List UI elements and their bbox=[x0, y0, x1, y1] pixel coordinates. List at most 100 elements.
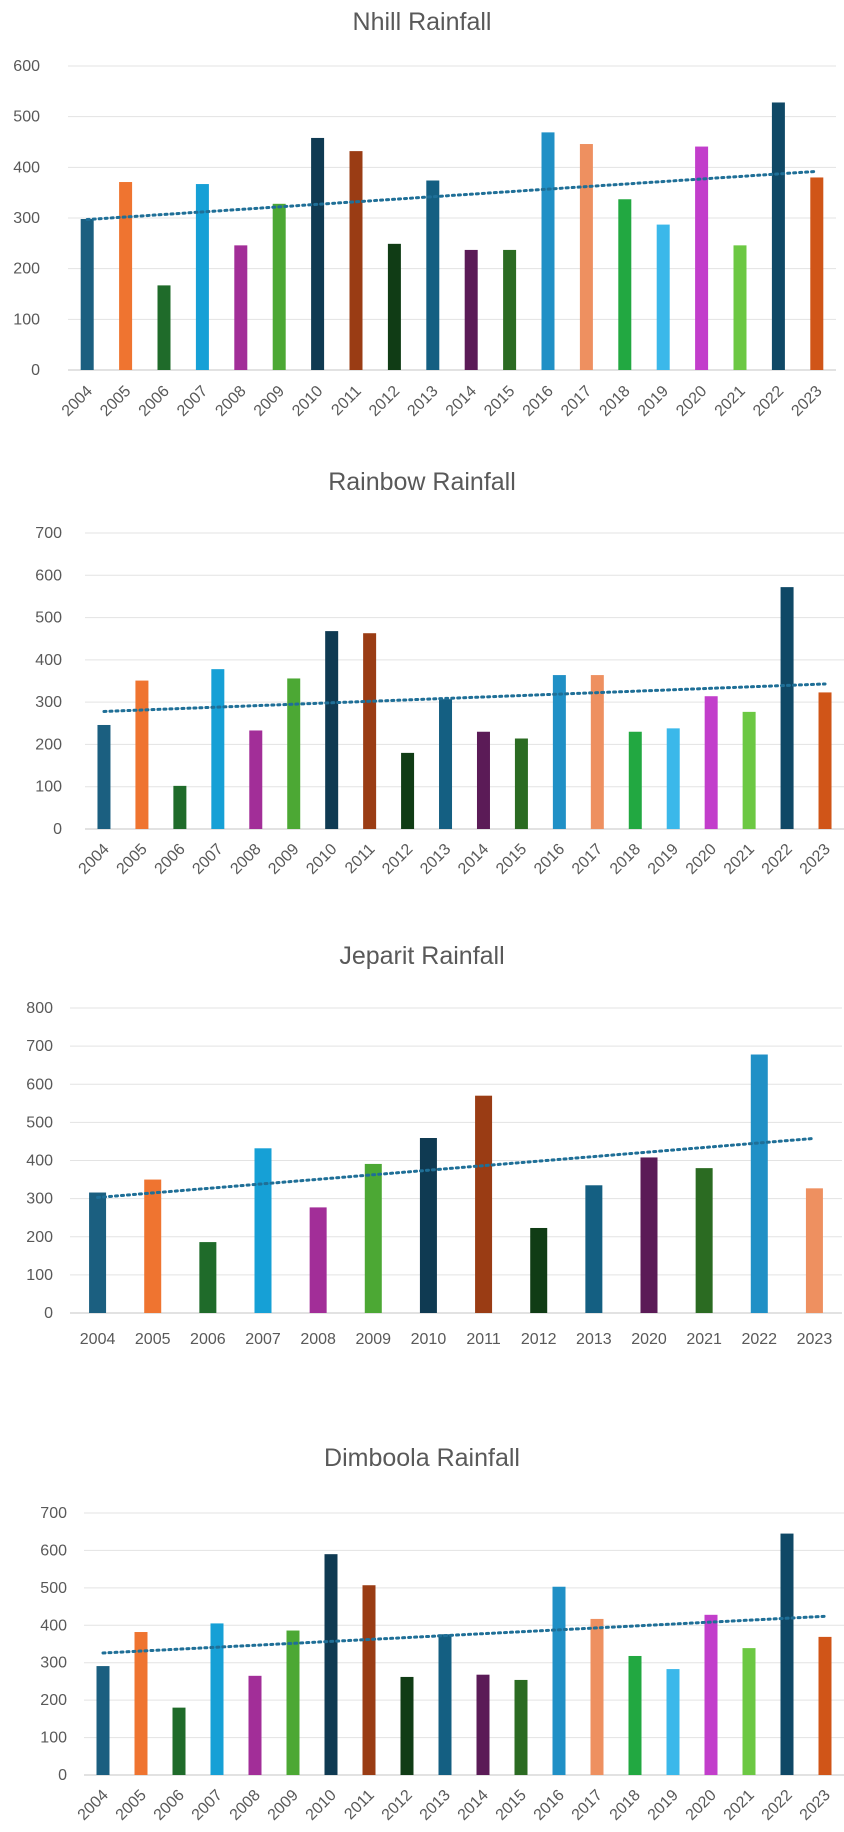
bar-2005 bbox=[119, 182, 133, 370]
x-tick-label: 2023 bbox=[797, 841, 834, 878]
bar-2021 bbox=[742, 711, 756, 829]
bar-2014 bbox=[476, 1674, 490, 1775]
y-tick-label: 100 bbox=[13, 311, 40, 328]
bar-2005 bbox=[135, 680, 149, 829]
y-tick-label: 0 bbox=[31, 362, 40, 379]
x-tick-label: 2017 bbox=[569, 1787, 606, 1824]
x-tick-label: 2014 bbox=[443, 383, 480, 420]
bar-2013 bbox=[585, 1185, 603, 1313]
bar-2017 bbox=[579, 144, 593, 370]
x-tick-label: 2020 bbox=[683, 1787, 720, 1824]
y-tick-label: 400 bbox=[13, 159, 40, 176]
x-tick-label: 2006 bbox=[190, 1331, 226, 1348]
bar-2020 bbox=[640, 1157, 658, 1313]
bar-2011 bbox=[363, 633, 377, 829]
bar-2016 bbox=[552, 1586, 566, 1775]
x-tick-label: 2008 bbox=[300, 1331, 336, 1348]
x-tick-label: 2015 bbox=[493, 841, 530, 878]
x-tick-label: 2008 bbox=[227, 841, 264, 878]
x-tick-label: 2013 bbox=[417, 841, 454, 878]
chart-dimboola: Dimboola Rainfall 0 100 200 300 400 500 600 700 2… bbox=[0, 1430, 844, 1827]
bar-2013 bbox=[426, 180, 440, 370]
x-tick-label: 2013 bbox=[404, 383, 441, 420]
x-tick-label: 2008 bbox=[212, 383, 249, 420]
x-tick-label: 2022 bbox=[759, 841, 796, 878]
y-tick-label: 200 bbox=[13, 261, 40, 278]
y-tick-label: 400 bbox=[35, 652, 62, 669]
bar-2009 bbox=[287, 678, 301, 829]
x-tick-label: 2004 bbox=[80, 1331, 116, 1348]
bar-2017 bbox=[590, 1618, 604, 1775]
x-tick-label: 2020 bbox=[673, 383, 710, 420]
x-tick-label: 2005 bbox=[97, 383, 134, 420]
bar-2011 bbox=[349, 151, 363, 370]
bar-2006 bbox=[172, 1707, 186, 1775]
bar-2015 bbox=[503, 249, 517, 370]
bar-2006 bbox=[199, 1242, 217, 1313]
bar-2011 bbox=[362, 1585, 376, 1775]
bar-2008 bbox=[234, 245, 248, 370]
x-tick-label: 2020 bbox=[631, 1331, 667, 1348]
y-tick-label: 300 bbox=[40, 1655, 67, 1672]
x-tick-label: 2017 bbox=[558, 383, 595, 420]
bar-2016 bbox=[552, 675, 566, 829]
trendline bbox=[102, 682, 827, 713]
bar-2006 bbox=[157, 285, 171, 370]
bar-2021 bbox=[695, 1168, 713, 1313]
bar-2004 bbox=[97, 724, 111, 829]
x-tick-label: 2016 bbox=[531, 841, 568, 878]
bar-2023 bbox=[818, 1636, 832, 1775]
x-tick-label: 2018 bbox=[596, 383, 633, 420]
x-tick-label: 2006 bbox=[136, 383, 173, 420]
y-tick-label: 100 bbox=[40, 1730, 67, 1747]
y-tick-label: 700 bbox=[26, 1038, 53, 1055]
x-tick-label: 2023 bbox=[797, 1787, 834, 1824]
y-tick-label: 0 bbox=[44, 1305, 53, 1322]
x-tick-label: 2013 bbox=[417, 1787, 454, 1824]
x-tick-label: 2007 bbox=[174, 383, 211, 420]
x-tick-label: 2004 bbox=[59, 383, 96, 420]
x-tick-label: 2022 bbox=[741, 1331, 777, 1348]
chart-svg: Dimboola Rainfall 0 100 200 300 400 500 600 700 2… bbox=[40, 1444, 844, 1824]
bar-2019 bbox=[666, 728, 680, 829]
bar-2013 bbox=[438, 1634, 452, 1775]
y-tick-label: 600 bbox=[13, 58, 40, 75]
chart-title: Nhill Rainfall bbox=[353, 8, 492, 36]
y-tick-label: 400 bbox=[40, 1617, 67, 1634]
x-tick-label: 2011 bbox=[342, 841, 378, 877]
y-tick-label: 700 bbox=[40, 1505, 67, 1522]
y-tick-label: 800 bbox=[26, 1000, 53, 1017]
bar-2018 bbox=[628, 1655, 642, 1775]
x-tick-label: 2016 bbox=[531, 1787, 568, 1824]
x-tick-label: 2012 bbox=[379, 841, 416, 878]
x-tick-label: 2009 bbox=[251, 383, 288, 420]
x-tick-label: 2023 bbox=[788, 383, 825, 420]
x-tick-label: 2005 bbox=[135, 1331, 171, 1348]
bar-2007 bbox=[195, 184, 209, 370]
x-tick-label: 2019 bbox=[645, 841, 682, 878]
x-tick-label: 2014 bbox=[455, 1787, 492, 1824]
x-tick-label: 2020 bbox=[683, 841, 720, 878]
bar-2009 bbox=[364, 1163, 382, 1313]
y-tick-label: 100 bbox=[35, 779, 62, 796]
x-tick-label: 2007 bbox=[189, 1787, 226, 1824]
trendline bbox=[96, 1136, 816, 1199]
x-tick-label: 2012 bbox=[366, 383, 403, 420]
bar-2021 bbox=[733, 245, 747, 370]
bar-2004 bbox=[96, 1666, 110, 1775]
bar-2023 bbox=[805, 1188, 823, 1313]
chart-title: Jeparit Rainfall bbox=[339, 942, 504, 970]
chart-title: Dimboola Rainfall bbox=[324, 1444, 520, 1472]
x-tick-label: 2021 bbox=[721, 841, 758, 878]
y-tick-label: 0 bbox=[53, 821, 62, 838]
x-tick-label: 2016 bbox=[520, 383, 557, 420]
bar-2005 bbox=[134, 1632, 148, 1775]
bar-2010 bbox=[325, 631, 339, 829]
bar-2010 bbox=[419, 1138, 437, 1313]
bar-2019 bbox=[666, 1669, 680, 1775]
bar-2023 bbox=[810, 177, 824, 370]
bar-2019 bbox=[656, 224, 670, 370]
x-tick-label: 2005 bbox=[113, 1787, 150, 1824]
x-tick-label: 2022 bbox=[759, 1787, 796, 1824]
